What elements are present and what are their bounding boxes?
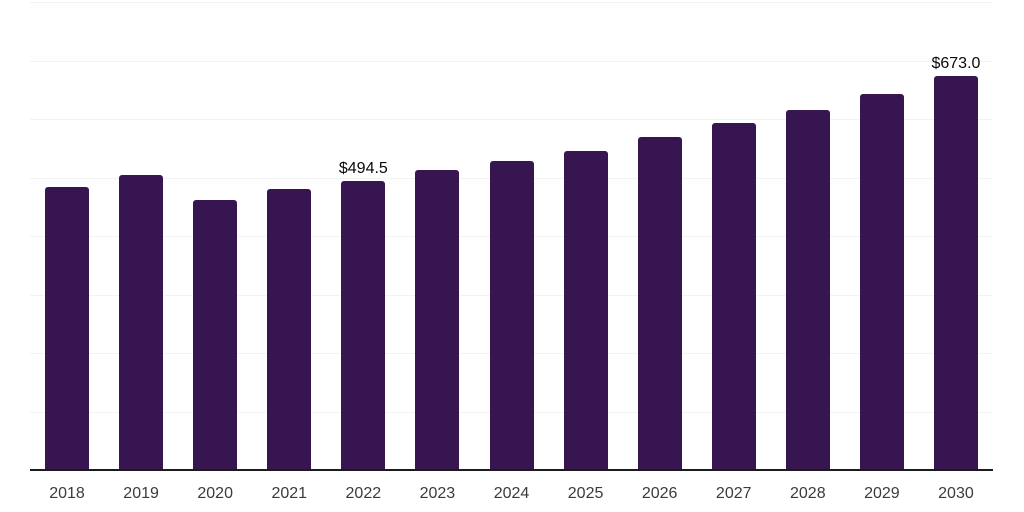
bar-2018[interactable]: [45, 187, 90, 470]
x-axis-label-2021: 2021: [271, 485, 308, 502]
x-axis-label-2020: 2020: [197, 485, 233, 502]
gridline: [30, 119, 993, 120]
bar-2025[interactable]: [563, 150, 608, 470]
x-axis-label-2023: 2023: [419, 485, 456, 502]
x-axis-label-2019: 2019: [123, 485, 159, 502]
bar-2022[interactable]: [341, 180, 386, 470]
x-axis-label-2028: 2028: [790, 485, 826, 502]
x-axis-label-2030: 2030: [938, 485, 974, 502]
bar-2027[interactable]: [711, 123, 756, 470]
x-axis-label-2025: 2025: [567, 485, 604, 502]
bar-2023[interactable]: [415, 170, 460, 470]
data-label-2030: $673.0: [931, 55, 981, 73]
gridline: [30, 60, 993, 62]
x-axis-line: [30, 469, 993, 471]
bar-2020[interactable]: [193, 200, 238, 470]
bar-2021[interactable]: [267, 189, 312, 470]
bar-2026[interactable]: [637, 137, 682, 470]
x-axis-label-2029: 2029: [864, 485, 900, 502]
x-axis-label-2018: 2018: [49, 485, 85, 502]
bar-2019[interactable]: [119, 174, 164, 470]
x-axis-label-2024: 2024: [493, 485, 530, 502]
bar-2024[interactable]: [489, 160, 534, 470]
bar-2028[interactable]: [785, 109, 830, 470]
x-axis-label-2027: 2027: [715, 485, 752, 502]
bar-2029[interactable]: [859, 93, 904, 470]
gridline: [30, 2, 993, 3]
data-label-2022: $494.5: [338, 159, 388, 177]
x-axis-label-2026: 2026: [641, 485, 678, 502]
bar-2030[interactable]: [933, 76, 978, 470]
x-axis-label-2022: 2022: [345, 485, 382, 502]
